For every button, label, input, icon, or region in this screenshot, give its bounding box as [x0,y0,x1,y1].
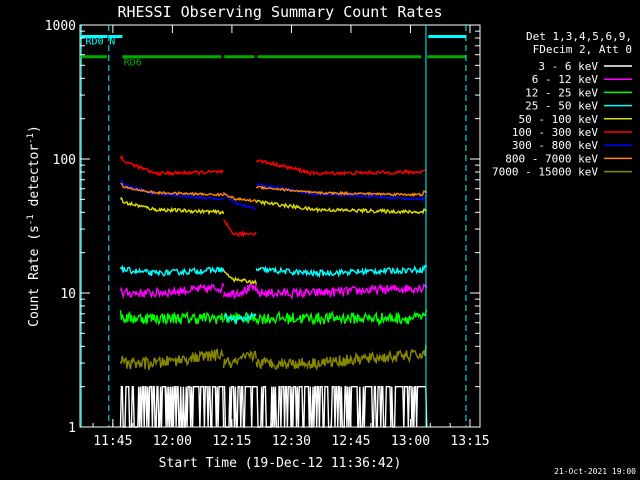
series-2-segment-0 [119,310,224,326]
series-8-segment-2 [255,343,428,371]
x-tick-label-6: 13:15 [450,434,489,449]
y-tick-label-3: 1000 [45,19,76,34]
series-8-segment-0 [119,348,224,372]
series-1-segment-2 [255,282,428,301]
series-3 [119,264,428,325]
timestamp: 21-Oct-2021 19:00 [554,467,636,476]
series-0-segment-0 [119,386,225,428]
series-1-segment-0 [119,283,225,300]
series-3-segment-0 [119,264,225,277]
series-7 [120,182,428,203]
series-0-segment-2 [256,386,428,428]
chart-title: RHESSI Observing Summary Count Rates [117,3,442,21]
legend-label-1: 6 - 12 keV [532,73,599,86]
series-0 [119,386,428,428]
series-3-segment-1 [223,312,257,325]
legend-header-line-2: FDecim 2, Att 0 [533,43,632,56]
series-7-segment-0 [120,182,225,198]
legend-label-0: 3 - 6 keV [538,60,598,73]
series-0-segment-1 [223,386,257,428]
legend-label-7: 800 - 7000 keV [505,152,598,165]
flag-label-RD6: RD6 [124,58,142,69]
series-5-segment-2 [255,159,427,177]
series-4-segment-0 [119,196,225,216]
series-1 [119,282,428,301]
plot-frame [79,24,481,428]
x-tick-label-4: 12:45 [331,434,370,449]
x-axis-label: Start Time (19-Dec-12 11:36:42) [159,456,402,471]
flag-label-RD0: RD0 [85,37,103,48]
series-6-segment-1 [222,192,257,210]
y-axis-label: Count Rate (s-1 detector-1) [26,125,42,327]
series-1-segment-1 [222,282,257,300]
y-tick-label-0: 1 [68,421,76,436]
series-7-segment-2 [255,185,428,197]
series-5-segment-1 [223,219,257,238]
legend-header-line-1: Det 1,3,4,5,6,9, [526,30,632,43]
x-tick-label-5: 13:00 [391,434,430,449]
series-5 [119,154,427,238]
legend-label-2: 12 - 25 keV [525,86,598,99]
legend-label-4: 50 - 100 keV [519,113,599,126]
y-tick-label-2: 100 [53,153,76,168]
y-tick-label-1: 10 [60,287,76,302]
x-tick-label-3: 12:30 [272,434,311,449]
series-2-segment-2 [255,309,428,327]
legend-label-8: 7000 - 15000 keV [492,166,598,179]
series-3-segment-2 [255,264,428,278]
series-4-segment-2 [255,199,428,215]
flag-label-N: N [109,37,115,48]
series-4 [119,196,428,285]
series-8 [119,343,428,372]
legend-label-5: 100 - 300 keV [512,126,598,139]
x-tick-label-0: 11:45 [93,434,132,449]
series-8-segment-1 [222,349,257,369]
x-tick-label-2: 12:15 [212,434,251,449]
series-7-segment-1 [222,192,257,203]
legend: Det 1,3,4,5,6,9, FDecim 2, Att 0 3 - 6 k… [492,30,632,179]
series-4-segment-1 [222,269,257,285]
x-tick-label-1: 12:00 [153,434,192,449]
series-5-segment-0 [119,154,224,177]
legend-label-3: 25 - 50 keV [525,100,598,113]
legend-label-6: 300 - 800 keV [512,139,598,152]
